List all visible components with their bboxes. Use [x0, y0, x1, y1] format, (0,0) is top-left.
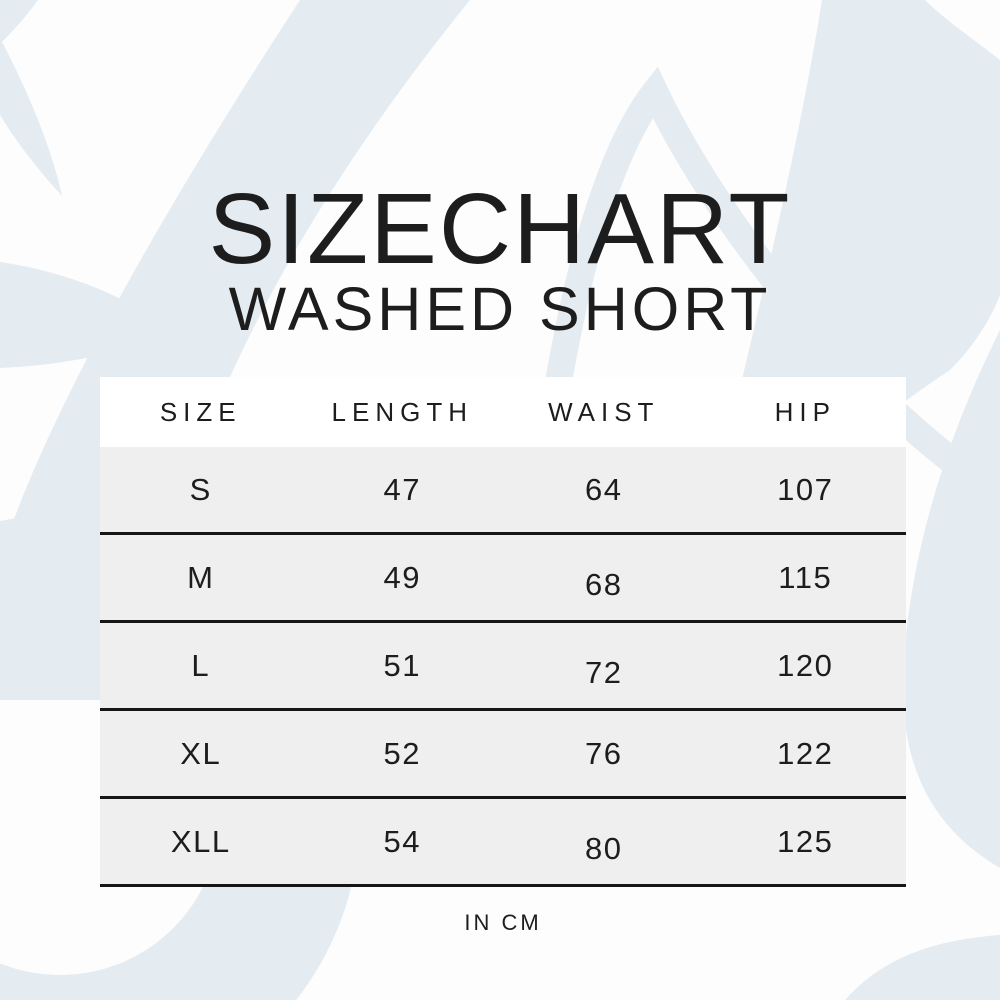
value-cell: 52: [383, 735, 421, 771]
column-header-length: LENGTH: [331, 396, 473, 427]
table-row: XL 52 76 122: [100, 711, 906, 799]
value-cell: 107: [777, 471, 834, 507]
value-cell: 47: [383, 471, 421, 507]
watermark-left-wedge-icon: [0, 38, 62, 196]
size-cell: L: [191, 647, 211, 683]
unit-note: IN CM: [464, 910, 542, 935]
title-block: SIZECHART WASHED SHORT: [0, 173, 1000, 343]
page-subtitle: WASHED SHORT: [228, 275, 772, 343]
size-cell: M: [187, 559, 215, 595]
table-row: XLL 54 80 125: [100, 799, 906, 887]
table-header-row: SIZE LENGTH WAIST HIP: [100, 377, 906, 447]
size-cell: S: [189, 471, 212, 507]
value-cell: 115: [778, 559, 833, 595]
page-title: SIZECHART: [208, 173, 792, 285]
watermark-left-point-petal-icon: [0, 262, 172, 368]
watermark-corner-petal-icon: [0, 0, 38, 44]
table-body: S 47 64 107 M 49 68 115 L 51 72 120 XL 52 76 122 XLL 54 80…: [100, 447, 906, 887]
value-cell: 72: [585, 654, 623, 690]
value-cell: 122: [777, 735, 834, 771]
value-cell: 80: [585, 830, 623, 866]
column-header-hip: HIP: [774, 396, 836, 427]
value-cell: 120: [777, 647, 834, 683]
watermark-right-swirl-icon: [902, 330, 1000, 868]
size-cell: XL: [180, 735, 222, 771]
size-table: SIZE LENGTH WAIST HIP S 47 64 107 M 49 68 115 L 51 72…: [100, 377, 906, 887]
value-cell: 51: [383, 647, 421, 683]
value-cell: 49: [383, 559, 421, 595]
column-header-size: SIZE: [159, 396, 242, 427]
value-cell: 54: [383, 823, 421, 859]
table-row: M 49 68 115: [100, 535, 906, 623]
table-row: S 47 64 107: [100, 447, 906, 535]
column-header-waist: WAIST: [548, 396, 660, 427]
value-cell: 76: [585, 735, 623, 771]
value-cell: 68: [585, 566, 623, 602]
watermark-bottom-right-wash-icon: [845, 935, 1000, 1000]
size-cell: XLL: [170, 823, 231, 859]
value-cell: 125: [777, 823, 834, 859]
value-cell: 64: [585, 471, 623, 507]
table-row: L 51 72 120: [100, 623, 906, 711]
